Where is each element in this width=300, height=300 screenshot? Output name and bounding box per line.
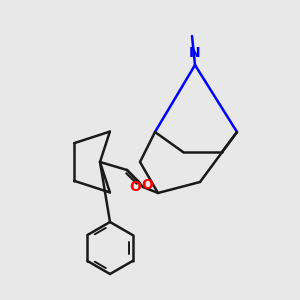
Text: O: O <box>129 180 141 194</box>
Text: N: N <box>189 46 201 60</box>
Text: O: O <box>141 178 153 192</box>
